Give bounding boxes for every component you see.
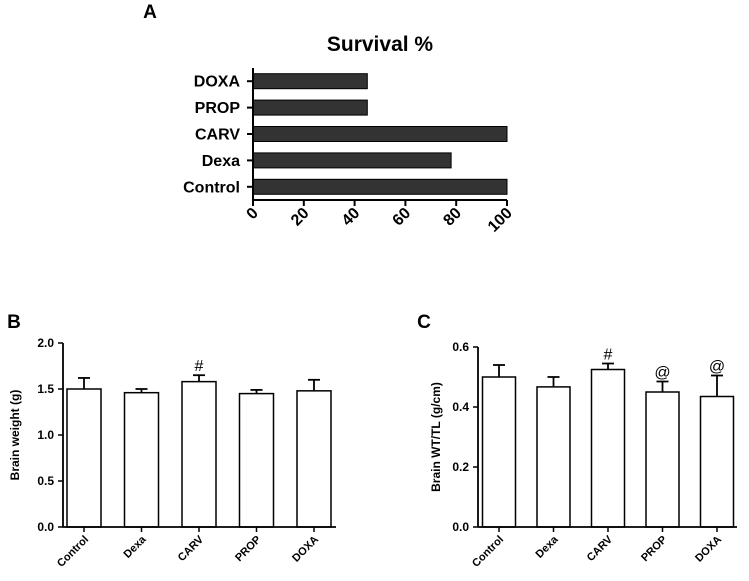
category-label-prop: PROP bbox=[195, 100, 241, 117]
category-label-carv: CARV bbox=[195, 127, 240, 144]
y-tick-label: 0.0 bbox=[452, 520, 469, 534]
category-label-carv: CARV bbox=[176, 533, 207, 564]
significance-marker-carv: # bbox=[604, 347, 613, 364]
y-tick-label: 0.5 bbox=[37, 474, 54, 488]
bar-carv bbox=[181, 380, 217, 528]
bar-carv bbox=[252, 126, 508, 142]
x-tick-label: 20 bbox=[288, 205, 313, 230]
bar-control bbox=[252, 178, 508, 195]
y-tick-label: 0.0 bbox=[37, 520, 54, 534]
y-tick-label: 0.4 bbox=[452, 400, 469, 414]
bar-prop bbox=[238, 392, 275, 528]
bar-control bbox=[481, 376, 517, 528]
bar-prop bbox=[645, 391, 680, 528]
y-tick-label: 0.2 bbox=[452, 460, 469, 474]
chart-a: A Survival % Control Dexa CARV PROP DOXA 0 20 40 6… bbox=[143, 2, 516, 236]
x-tick-label: 100 bbox=[485, 205, 516, 236]
significance-marker-carv: # bbox=[195, 358, 204, 375]
bar-dexa bbox=[252, 152, 452, 169]
y-tick-label: 1.5 bbox=[37, 382, 54, 396]
category-label-prop: PROP bbox=[233, 534, 264, 565]
y-tick-label: 0.6 bbox=[452, 340, 469, 354]
panel-letter-a: A bbox=[143, 2, 157, 23]
y-axis-label: Brain weight (g) bbox=[8, 390, 22, 481]
x-tick-label: 60 bbox=[390, 205, 415, 230]
panel-letter-b: B bbox=[7, 312, 21, 333]
bar-dexa bbox=[536, 386, 571, 528]
category-label-doxa: DOXA bbox=[194, 74, 241, 91]
bar-prop bbox=[252, 99, 368, 116]
category-label-prop: PROP bbox=[639, 534, 670, 565]
category-label-control: Control bbox=[55, 534, 91, 570]
bar-doxa bbox=[252, 73, 368, 90]
x-tick-label: 80 bbox=[440, 205, 465, 230]
y-tick-label: 2.0 bbox=[37, 336, 54, 350]
bar-doxa bbox=[699, 395, 735, 528]
category-label-control: Control bbox=[183, 179, 240, 196]
category-label-carv: CARV bbox=[585, 533, 616, 564]
chart-a-title: Survival % bbox=[327, 33, 434, 56]
chart-b: B Brain weight (g) 0.0 0.5 1.0 1.5 2.0 Control D… bbox=[7, 312, 336, 570]
significance-marker-doxa: @ bbox=[709, 359, 725, 376]
x-tick-label: 0 bbox=[244, 205, 262, 223]
bar-dexa bbox=[123, 391, 160, 528]
category-label-dexa: Dexa bbox=[122, 533, 150, 561]
bar-carv bbox=[590, 368, 626, 528]
y-axis-label: Brain WT/TL (g/cm) bbox=[429, 382, 443, 492]
y-tick-label: 1.0 bbox=[37, 428, 54, 442]
x-tick-label: 40 bbox=[339, 205, 364, 230]
bar-control bbox=[66, 388, 102, 528]
category-label-doxa: DOXA bbox=[290, 534, 321, 565]
panel-letter-c: C bbox=[417, 312, 431, 333]
category-label-doxa: DOXA bbox=[693, 534, 724, 565]
category-label-control: Control bbox=[470, 534, 506, 570]
category-label-dexa: Dexa bbox=[534, 533, 562, 561]
category-label-dexa: Dexa bbox=[202, 153, 240, 170]
significance-marker-prop: @ bbox=[654, 365, 670, 382]
chart-c: C Brain WT/TL (g/cm) 0.0 0.2 0.4 0.6 Control De… bbox=[417, 312, 737, 570]
bar-doxa bbox=[296, 390, 332, 528]
